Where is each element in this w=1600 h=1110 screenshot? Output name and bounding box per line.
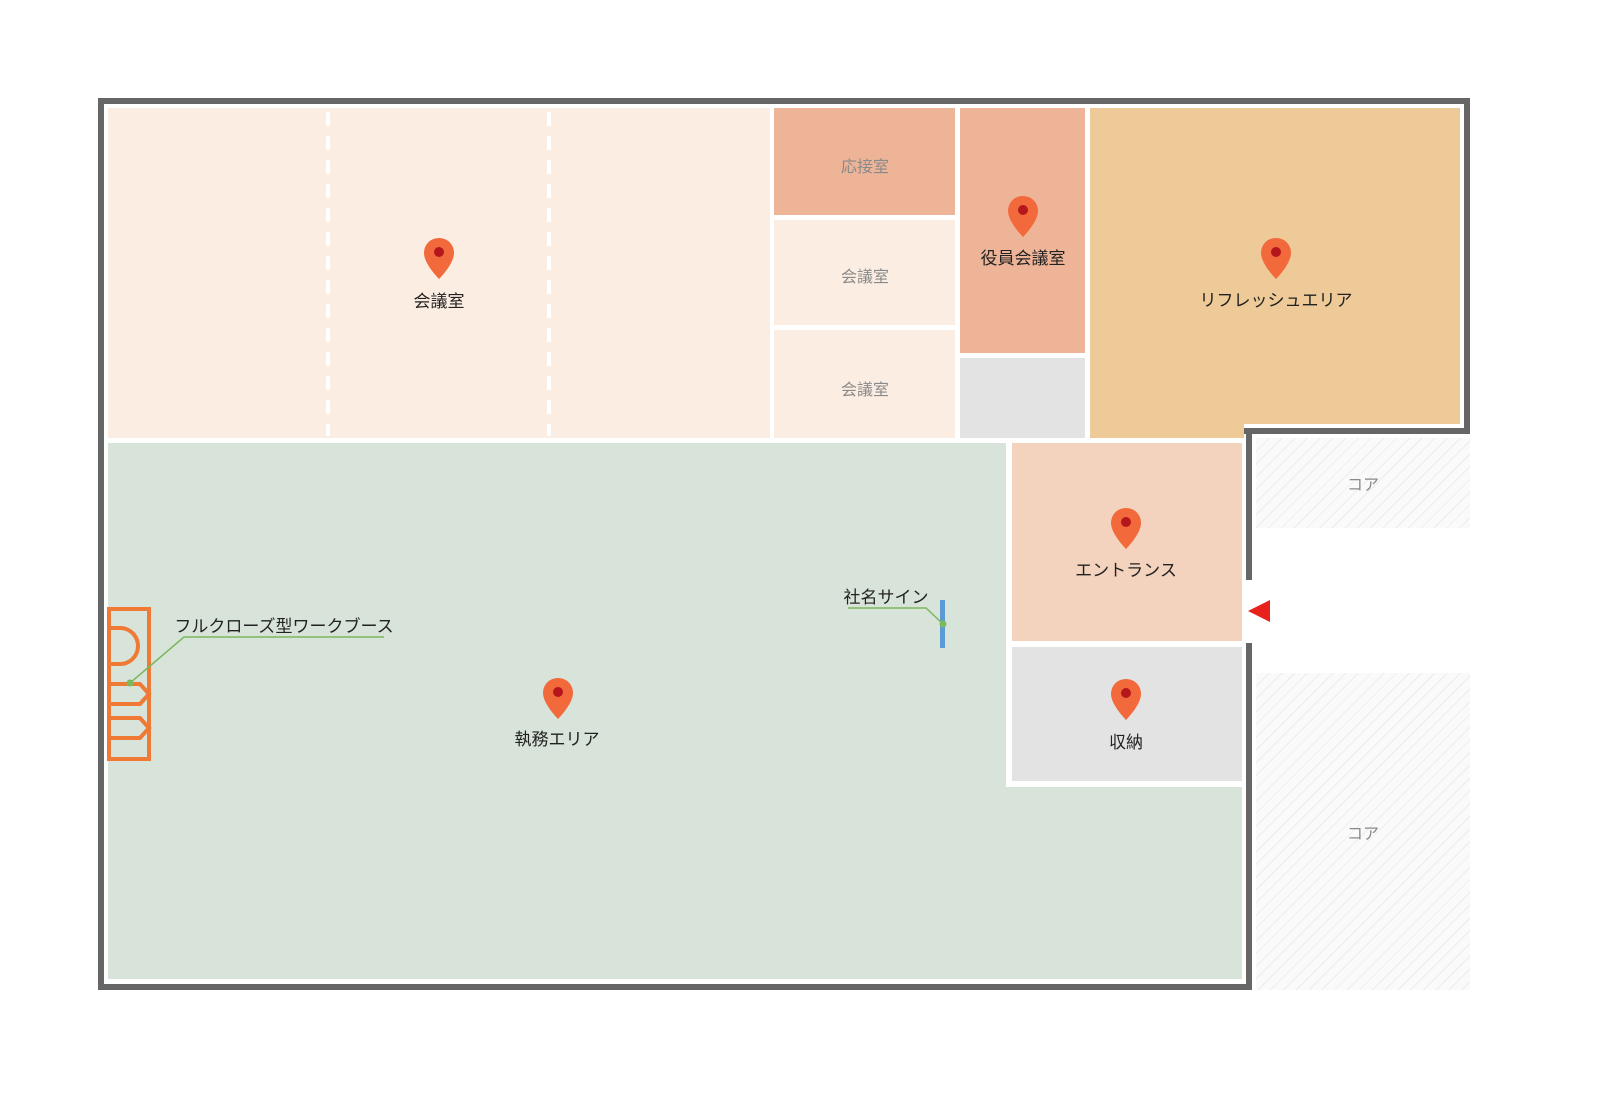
outer-wall-bottom	[98, 984, 1252, 990]
meeting-room-b[interactable]	[774, 330, 955, 438]
map-pin-icon-work[interactable]	[541, 676, 575, 722]
reception-room[interactable]	[774, 108, 955, 215]
company-sign-leader-line	[848, 607, 947, 628]
reception-label: 応接室	[840, 157, 890, 176]
storage-label: 収納	[1109, 733, 1143, 753]
outer-wall-left	[98, 98, 104, 990]
work-area-label: 執務エリア	[514, 730, 600, 750]
entrance-label: エントランス	[1075, 561, 1177, 581]
work-area-bottom	[1006, 787, 1242, 979]
core-top	[1256, 438, 1470, 528]
outer-wall-right-upper	[1464, 98, 1470, 434]
meeting-a-label: 会議室	[840, 267, 890, 286]
outer-wall-top	[98, 98, 1470, 104]
outer-wall-step	[1244, 428, 1470, 434]
map-pin-icon-storage[interactable]	[1109, 677, 1143, 723]
core-bottom	[1256, 673, 1470, 990]
company-sign-label: 社名サイン	[843, 588, 929, 608]
executive-storage	[960, 358, 1085, 438]
meeting-large-label: 会議室	[413, 292, 465, 312]
entry-arrow-icon	[1248, 600, 1270, 622]
executive-label: 役員会議室	[980, 249, 1066, 269]
outer-wall-right-lower-b	[1246, 643, 1252, 990]
partition-lines	[326, 112, 551, 436]
map-pin-icon-meeting-large[interactable]	[422, 236, 456, 282]
map-pin-icon-executive[interactable]	[1006, 194, 1040, 240]
map-pin-icon-entrance[interactable]	[1109, 506, 1143, 552]
outer-wall-right-lower-a	[1246, 428, 1252, 580]
meeting-room-a[interactable]	[774, 220, 955, 325]
work-booth-label: フルクローズ型ワークブース	[174, 617, 394, 637]
core-top-label: コア	[1346, 475, 1380, 494]
work-booth-leader-line	[126, 636, 384, 687]
meeting-b-label: 会議室	[840, 380, 890, 399]
map-pin-icon-refresh[interactable]	[1259, 236, 1293, 282]
refresh-area-extension	[1090, 420, 1244, 438]
core-bottom-label: コア	[1346, 824, 1380, 843]
refresh-label: リフレッシュエリア	[1199, 291, 1353, 311]
